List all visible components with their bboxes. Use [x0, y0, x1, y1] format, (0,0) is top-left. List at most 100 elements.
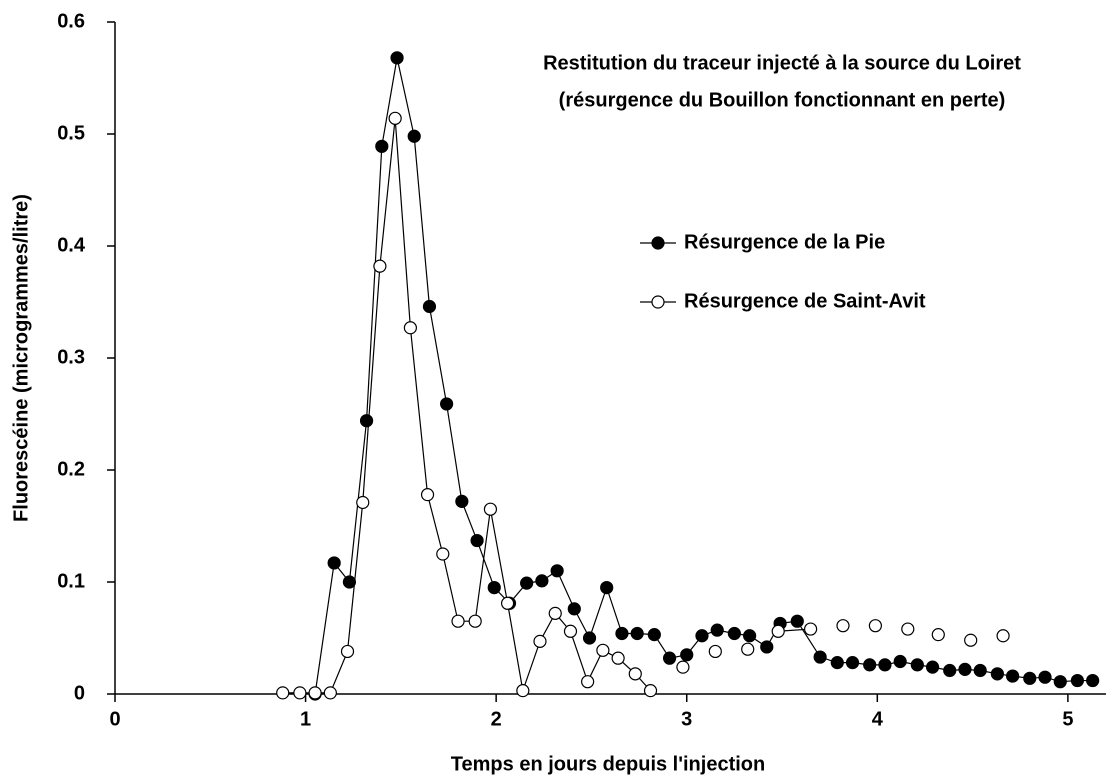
data-point: [596, 643, 610, 657]
data-point: [440, 397, 454, 411]
data-point: [500, 596, 515, 610]
data-point: [436, 547, 450, 561]
data-point: [535, 574, 549, 588]
data-point: [403, 321, 417, 335]
data-point: [470, 533, 484, 548]
data-point: [323, 686, 337, 700]
data-point: [727, 626, 741, 641]
data-point: [276, 686, 290, 700]
data-point: [483, 502, 498, 516]
data-point: [340, 644, 355, 659]
data-point: [643, 684, 658, 698]
data-point: [695, 629, 709, 643]
data-point: [375, 139, 389, 153]
data-point: [516, 684, 530, 698]
data-point: [451, 614, 465, 628]
data-point: [359, 414, 374, 428]
legend-label: Résurgence de la Pie: [684, 231, 885, 253]
data-point: [293, 686, 307, 700]
data-point: [611, 651, 625, 665]
data-point: [771, 624, 785, 638]
data-point: [373, 259, 387, 273]
data-point: [600, 580, 614, 595]
data-point: [973, 663, 987, 678]
data-point: [708, 644, 722, 659]
series-line: [283, 118, 1003, 693]
chart-title: Restitution du traceur injecté à la sour…: [543, 52, 1021, 74]
y-tick-label: 0.2: [57, 458, 85, 480]
data-point: [680, 648, 694, 662]
data-point: [741, 642, 755, 656]
data-point: [836, 619, 850, 633]
data-point: [533, 634, 547, 648]
data-point: [910, 658, 924, 672]
data-point: [468, 614, 482, 628]
data-point: [356, 495, 370, 510]
data-point: [582, 631, 597, 645]
data-point: [550, 564, 564, 578]
data-point: [548, 606, 562, 620]
y-tick-label: 0: [74, 682, 85, 704]
data-point: [845, 656, 860, 670]
data-point: [308, 686, 322, 700]
data-point: [868, 619, 883, 633]
data-point: [581, 675, 595, 689]
data-point: [1038, 670, 1052, 684]
data-point: [615, 626, 629, 641]
x-tick-label: 3: [681, 708, 692, 730]
data-point: [830, 656, 844, 670]
data-point: [790, 614, 804, 628]
y-tick-label: 0.1: [57, 570, 85, 592]
data-point: [1053, 675, 1067, 689]
chart-subtitle: (résurgence du Bouillon fonctionnant en …: [559, 89, 1006, 111]
data-point: [563, 624, 578, 638]
data-point: [710, 623, 724, 637]
data-point: [901, 622, 915, 636]
y-tick-label: 0.4: [57, 234, 86, 256]
data-point: [407, 129, 421, 143]
data-point: [925, 660, 940, 674]
data-point: [327, 556, 341, 570]
data-point: [388, 111, 402, 125]
data-point: [931, 628, 945, 642]
data-point: [743, 629, 757, 643]
data-point: [567, 602, 581, 616]
data-point: [455, 494, 469, 508]
data-point: [520, 576, 534, 590]
y-tick-label: 0.6: [57, 10, 85, 32]
data-point: [1070, 673, 1085, 688]
data-point: [804, 622, 818, 636]
y-tick-label: 0.5: [57, 122, 85, 144]
y-axis-label: Fluorescéine (microgrammes/litre): [10, 194, 32, 522]
x-tick-label: 1: [300, 708, 311, 730]
data-point: [863, 658, 877, 672]
data-point: [943, 663, 957, 678]
data-point: [487, 580, 501, 595]
data-point: [760, 640, 774, 654]
data-point: [964, 633, 978, 647]
data-point: [342, 575, 357, 589]
data-point: [1006, 669, 1020, 683]
y-tick-label: 0.3: [57, 346, 85, 368]
legend-label: Résurgence de Saint-Avit: [684, 290, 926, 312]
data-point: [422, 299, 437, 314]
x-axis-label: Temps en jours depuis l'injection: [451, 753, 765, 775]
legend-marker: [651, 295, 665, 309]
data-point: [390, 51, 404, 65]
data-point: [958, 662, 972, 676]
data-point: [630, 626, 644, 641]
data-point: [662, 651, 677, 665]
x-tick-label: 4: [872, 708, 884, 730]
series-line: [314, 57, 1093, 695]
x-tick-label: 0: [109, 708, 120, 730]
data-point: [628, 667, 642, 681]
data-point: [1023, 671, 1037, 685]
data-point: [990, 667, 1004, 681]
data-point: [996, 629, 1010, 643]
data-point: [676, 660, 690, 674]
data-point: [878, 658, 892, 672]
x-tick-label: 2: [491, 708, 502, 730]
data-point: [1086, 673, 1100, 688]
legend-marker: [651, 236, 665, 250]
